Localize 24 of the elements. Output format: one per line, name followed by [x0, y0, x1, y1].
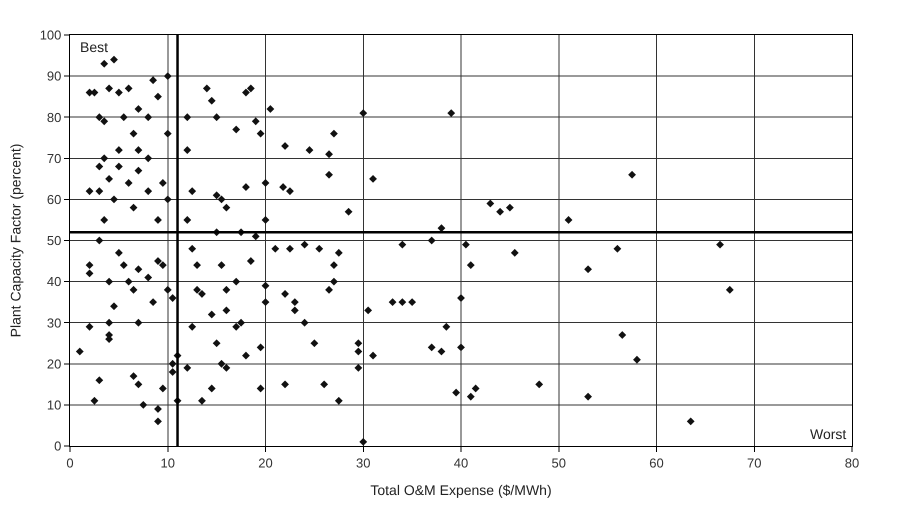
- x-tick-label: 60: [649, 456, 664, 471]
- x-tick-label: 10: [160, 456, 175, 471]
- x-tick-label: 30: [356, 456, 370, 471]
- y-tick-label: 80: [46, 110, 62, 125]
- y-tick-label: 100: [40, 28, 62, 43]
- y-tick-label: 70: [46, 150, 62, 166]
- x-tick-label: 40: [454, 456, 468, 471]
- annotation: Best: [80, 39, 108, 55]
- y-tick-label: 20: [46, 356, 62, 372]
- x-tick-label: 50: [552, 456, 566, 471]
- y-tick-label: 40: [46, 274, 62, 290]
- x-tick-label: 20: [258, 456, 273, 471]
- x-tick-label: 80: [844, 456, 860, 471]
- y-axis-title: Plant Capacity Factor (percent): [7, 144, 24, 338]
- annotation: Worst: [810, 426, 846, 442]
- x-axis-title: Total O&M Expense ($/MWh): [370, 482, 552, 498]
- y-tick-label: 90: [46, 68, 62, 84]
- y-tick-label: 0: [54, 438, 62, 454]
- y-tick-label: 10: [46, 397, 62, 412]
- x-tick-label: 70: [747, 456, 762, 471]
- y-tick-label: 60: [46, 192, 62, 207]
- y-tick-label: 30: [46, 315, 62, 330]
- x-tick-label: 0: [66, 456, 74, 471]
- y-tick-label: 50: [46, 233, 62, 248]
